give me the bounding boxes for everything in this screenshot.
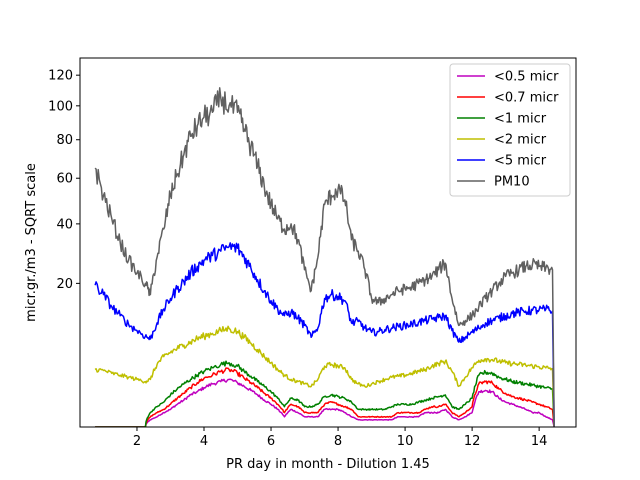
legend-label: PM10 (494, 175, 530, 190)
y-tick-label: 60 (56, 172, 73, 187)
y-tick-label: 80 (56, 133, 73, 148)
y-tick-label: 40 (56, 217, 73, 232)
legend-label: <5 micr (494, 154, 547, 169)
x-axis: 2 4 6 8 10 12 14 (133, 427, 548, 449)
x-tick-label: 4 (200, 434, 208, 449)
x-tick-label: 6 (267, 434, 275, 449)
y-tick-label: 20 (56, 277, 73, 292)
x-tick-label: 8 (334, 434, 342, 449)
legend-label: <2 micr (494, 133, 547, 148)
plot-frame (79, 57, 577, 428)
y-axis: 20 40 60 80 100 120 (48, 69, 80, 292)
series-line-1 (95, 367, 555, 427)
x-axis-label: PR day in month - Dilution 1.45 (226, 457, 430, 472)
x-tick-label: 10 (397, 434, 414, 449)
plot-area (94, 87, 555, 427)
x-tick-label: 12 (464, 434, 481, 449)
series-line-3 (94, 325, 555, 427)
legend-label: <1 micr (494, 112, 547, 127)
y-tick-label: 100 (48, 99, 73, 114)
legend: <0.5 micr <0.7 micr <1 micr <2 micr <5 micr P… (449, 63, 571, 197)
legend-label: <0.7 micr (494, 91, 559, 106)
series-line-2 (95, 360, 555, 427)
legend-label: <0.5 micr (494, 70, 559, 85)
y-tick-label: 120 (48, 69, 73, 84)
series-line-0 (95, 378, 555, 427)
x-tick-label: 14 (531, 434, 548, 449)
y-axis-label: micr.gr./m3 - SQRT scale (24, 163, 39, 322)
series-line-4 (94, 242, 555, 427)
x-tick-label: 2 (133, 434, 141, 449)
series-line-5 (94, 87, 555, 427)
